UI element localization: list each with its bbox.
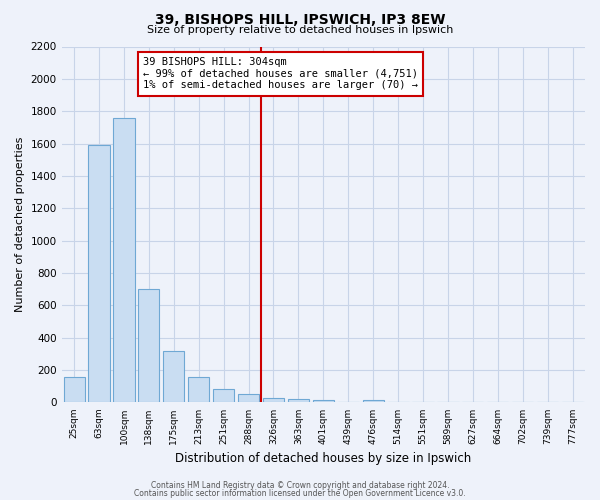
Text: Size of property relative to detached houses in Ipswich: Size of property relative to detached ho… [147, 25, 453, 35]
Text: Contains HM Land Registry data © Crown copyright and database right 2024.: Contains HM Land Registry data © Crown c… [151, 481, 449, 490]
Text: 39, BISHOPS HILL, IPSWICH, IP3 8EW: 39, BISHOPS HILL, IPSWICH, IP3 8EW [155, 12, 445, 26]
Bar [288, 399, 309, 402]
Bar [362, 400, 384, 402]
Bar [88, 145, 110, 403]
Bar [64, 376, 85, 402]
X-axis label: Distribution of detached houses by size in Ipswich: Distribution of detached houses by size … [175, 452, 472, 465]
Bar [238, 394, 259, 402]
Bar [113, 118, 134, 403]
Bar [213, 388, 234, 402]
Bar [188, 376, 209, 402]
Text: 39 BISHOPS HILL: 304sqm
← 99% of detached houses are smaller (4,751)
1% of semi-: 39 BISHOPS HILL: 304sqm ← 99% of detache… [143, 57, 418, 90]
Bar [263, 398, 284, 402]
Y-axis label: Number of detached properties: Number of detached properties [15, 137, 25, 312]
Bar [138, 289, 160, 403]
Bar [313, 400, 334, 402]
Text: Contains public sector information licensed under the Open Government Licence v3: Contains public sector information licen… [134, 488, 466, 498]
Bar [163, 352, 184, 403]
